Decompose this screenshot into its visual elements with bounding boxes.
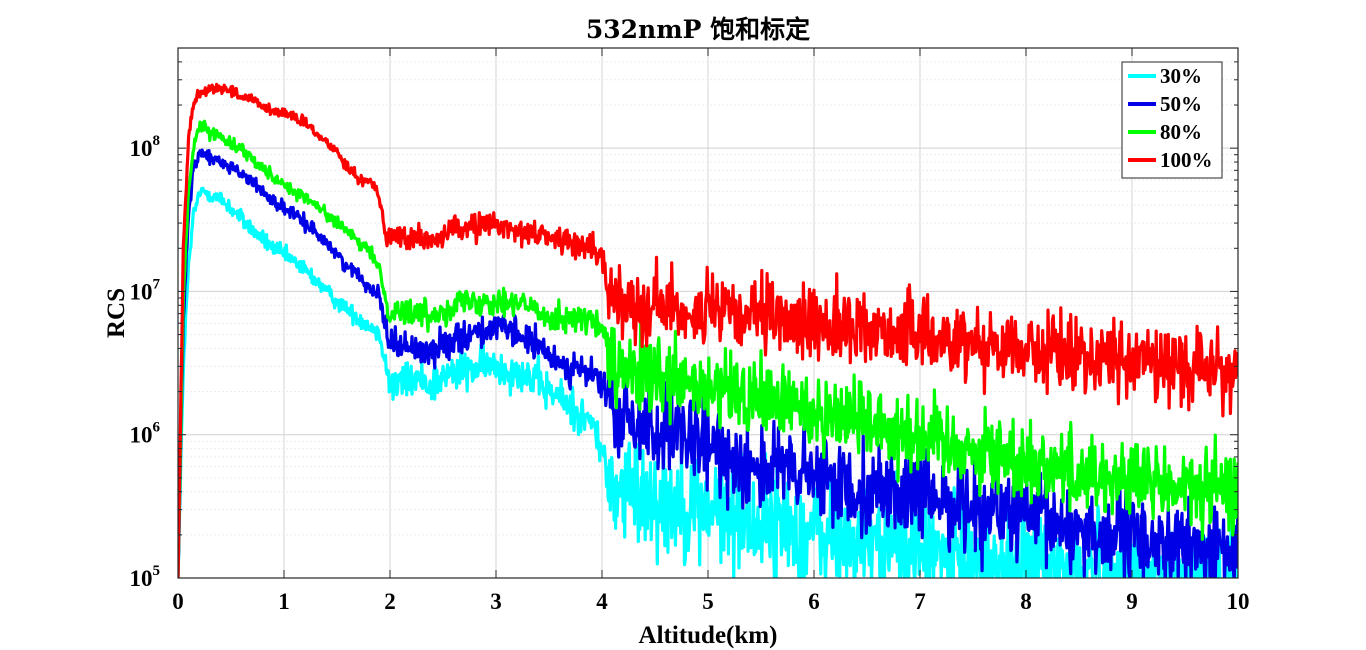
x-tick-label: 10 [1227, 589, 1250, 614]
x-tick-label: 7 [914, 589, 926, 614]
y-tick-label: 108 [130, 133, 161, 161]
x-tick-label: 5 [702, 589, 714, 614]
x-tick-label: 2 [384, 589, 396, 614]
series-line-100pct [178, 82, 1238, 578]
y-tick-label: 107 [130, 276, 161, 304]
x-tick-label: 8 [1020, 589, 1032, 614]
legend-label: 80% [1160, 120, 1202, 144]
legend-label: 100% [1160, 148, 1213, 172]
x-tick-label: 1 [278, 589, 290, 614]
chart-title: 532nmP 饱和标定 [586, 15, 810, 44]
y-tick-label: 106 [130, 420, 161, 448]
x-tick-label: 9 [1126, 589, 1138, 614]
x-tick-label: 3 [490, 589, 502, 614]
x-tick-label: 4 [596, 589, 608, 614]
series-line-80pct [178, 119, 1238, 577]
legend-label: 50% [1160, 92, 1202, 116]
x-tick-label: 6 [808, 589, 820, 614]
legend-label: 30% [1160, 64, 1202, 88]
x-tick-label: 0 [172, 589, 184, 614]
series-lines [178, 82, 1238, 578]
y-tick-label: 105 [130, 563, 161, 591]
legend: 30% 50% 80% 100% [1121, 61, 1223, 179]
axis-ticks: 0 1 2 3 4 5 6 7 8 9 10 105 106 107 108 [130, 47, 1250, 614]
y-axis-label: RCS [103, 288, 130, 338]
x-axis-label: Altitude(km) [639, 622, 778, 649]
